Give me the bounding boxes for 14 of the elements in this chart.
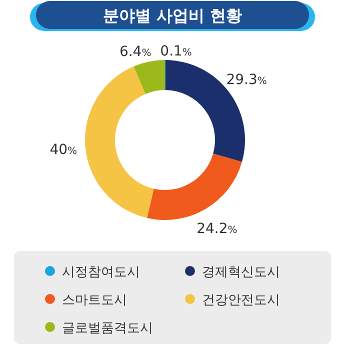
legend-label: 시정참여도시: [62, 265, 140, 280]
data-label: 40%: [50, 142, 78, 158]
chart-title: 분야별 사업비 현황: [102, 6, 242, 25]
data-label: 6.4%: [119, 44, 152, 60]
data-label: 0.1%: [160, 44, 192, 60]
data-label: 24.2%: [196, 220, 238, 237]
donut-slice: [85, 66, 154, 218]
legend-label: 건강안전도시: [202, 293, 280, 308]
donut-slice: [147, 154, 242, 220]
data-label: 29.3%: [226, 72, 267, 88]
donut-slice: [134, 60, 165, 94]
legend-label: 경제혁신도시: [202, 265, 280, 280]
legend-label: 스마트도시: [62, 293, 127, 308]
legend-label: 글로벌품격도시: [62, 321, 153, 336]
